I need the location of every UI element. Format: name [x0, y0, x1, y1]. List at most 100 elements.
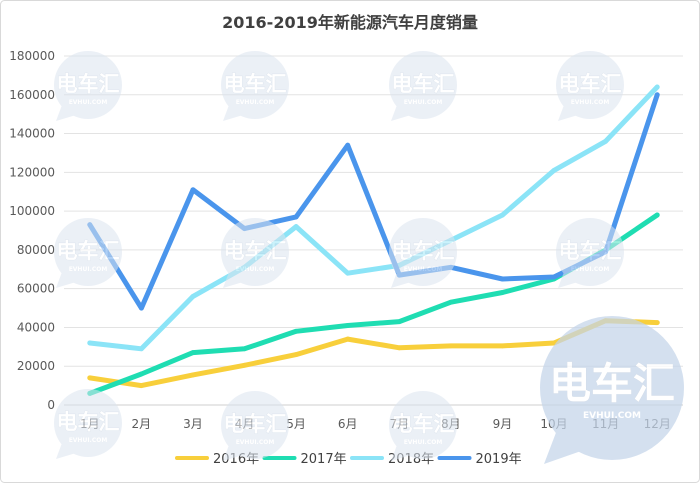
y-tick-label: 60000 [17, 282, 55, 296]
x-tick-label: 3月 [183, 417, 203, 431]
data-point-2018-11 [603, 138, 609, 144]
watermark-text: 电车汇 [559, 239, 622, 263]
watermark-bubble [221, 391, 289, 459]
watermark-subtext: EVHUI.COM [236, 439, 275, 446]
watermark-bubble [54, 389, 122, 457]
watermark-text: 电车汇 [57, 72, 120, 96]
y-tick-label: 140000 [9, 127, 55, 141]
watermark-logo: 电车汇 EVHUI.COM [221, 218, 289, 288]
y-tick-label: 160000 [9, 88, 55, 102]
watermark-bubble [389, 218, 457, 286]
y-axis-labels: 0 20000 40000 60000 80000 100000 120000 140000 1… [9, 49, 55, 412]
watermark-tail [391, 445, 411, 461]
watermark-logo: 电车汇 EVHUI.COM [389, 218, 457, 288]
watermark-bubble [389, 391, 457, 459]
watermark-logo: 电车汇 EVHUI.COM [556, 218, 624, 288]
series-line-2018 [87, 84, 660, 352]
watermark-tail [223, 445, 243, 461]
watermark-tail [223, 272, 243, 288]
watermark-subtext: EVHUI.COM [236, 266, 275, 273]
watermark-text: 电车汇 [224, 412, 287, 436]
watermark-subtext: EVHUI.COM [583, 411, 641, 421]
watermark-text: 电车汇 [224, 239, 287, 263]
data-point-2017-2 [138, 371, 144, 377]
watermark-text: 电车汇 [392, 412, 455, 436]
x-tick-label: 6月 [338, 417, 358, 431]
watermark-subtext: EVHUI.COM [404, 266, 443, 273]
y-tick-label: 100000 [9, 204, 55, 218]
data-point-2017-6 [345, 323, 351, 328]
data-point-2017-8 [448, 299, 454, 305]
watermarks: 电车汇 EVHUI.COM 电车汇 EVHUI.COM 电车汇 EVHUI.COM 电车汇 E… [54, 51, 684, 464]
watermark-text: 电车汇 [224, 72, 287, 96]
data-point-2016-4 [242, 362, 247, 368]
watermark-subtext: EVHUI.COM [571, 99, 610, 106]
watermark-bubble [221, 218, 289, 286]
data-point-2018-6 [345, 270, 351, 276]
legend-label: 2017年 [301, 452, 347, 467]
watermark-logo: 电车汇 EVHUI.COM [221, 51, 289, 121]
series-line-2019 [87, 92, 660, 311]
data-point-2019-2 [138, 305, 144, 311]
data-point-2017-4 [242, 346, 247, 352]
y-tick-label: 180000 [9, 49, 55, 63]
watermark-bubble [54, 51, 122, 119]
data-point-2016-2 [138, 383, 144, 389]
data-point-2018-9 [500, 212, 505, 218]
watermark-logo: 电车汇 EVHUI.COM [54, 218, 122, 288]
data-point-2017-5 [293, 328, 299, 334]
data-point-2016-7 [396, 345, 402, 351]
watermark-logo: 电车汇 EVHUI.COM [389, 391, 457, 461]
watermark-tail [56, 272, 76, 288]
data-point-2017-3 [190, 350, 196, 356]
chart-title: 2016-2019年新能源汽车月度销量 [222, 13, 478, 32]
watermark-tail [223, 105, 243, 121]
data-point-2018-12 [654, 84, 660, 90]
legend-label: 2019年 [476, 452, 522, 467]
watermark-tail [544, 430, 584, 464]
y-tick-label: 120000 [9, 165, 55, 179]
watermark-text: 电车汇 [549, 359, 675, 408]
y-tick-label: 20000 [17, 359, 55, 373]
watermark-subtext: EVHUI.COM [571, 266, 610, 273]
data-point-2016-3 [190, 372, 196, 378]
data-point-2016-8 [448, 343, 454, 349]
data-point-2016-9 [500, 343, 505, 349]
watermark-bubble [389, 51, 457, 119]
x-tick-label: 5月 [286, 417, 306, 431]
data-point-2018-3 [190, 294, 196, 299]
watermark-text: 电车汇 [559, 72, 622, 96]
watermark-tail [56, 443, 76, 459]
watermark-tail [391, 105, 411, 121]
watermark-tail [558, 272, 578, 288]
data-point-2018-2 [138, 346, 144, 352]
data-point-2016-12 [654, 320, 660, 325]
watermark-tail [391, 272, 411, 288]
data-point-2019-5 [293, 214, 299, 220]
watermark-text: 电车汇 [392, 239, 455, 263]
watermark-subtext: EVHUI.COM [236, 99, 275, 106]
watermark-bubble [540, 316, 684, 460]
watermark-subtext: EVHUI.COM [404, 99, 443, 106]
data-point-2019-10 [551, 274, 557, 280]
watermark-logo: 电车汇 EVHUI.COM [54, 51, 122, 121]
data-point-2017-7 [396, 319, 402, 325]
watermark-logo: 电车汇 EVHUI.COM [54, 389, 122, 459]
y-tick-label: 0 [47, 398, 55, 412]
watermark-logo-large: 电车汇 EVHUI.COM [540, 316, 684, 464]
watermark-tail [558, 105, 578, 121]
data-point-2017-9 [500, 290, 505, 295]
legend-item-2017: 2017年 [262, 452, 347, 467]
watermark-bubble [556, 218, 624, 286]
watermark-logo: 电车汇 EVHUI.COM [389, 51, 457, 121]
watermark-tail [56, 105, 76, 121]
y-tick-label: 80000 [17, 243, 55, 257]
watermark-logo: 电车汇 EVHUI.COM [556, 51, 624, 121]
data-point-2017-12 [654, 212, 660, 218]
watermark-subtext: EVHUI.COM [69, 99, 108, 106]
data-point-2019-6 [345, 142, 351, 148]
legend: 2016年 2017年 2018年 2019年 [175, 452, 522, 467]
x-tick-label: 9月 [493, 417, 513, 431]
